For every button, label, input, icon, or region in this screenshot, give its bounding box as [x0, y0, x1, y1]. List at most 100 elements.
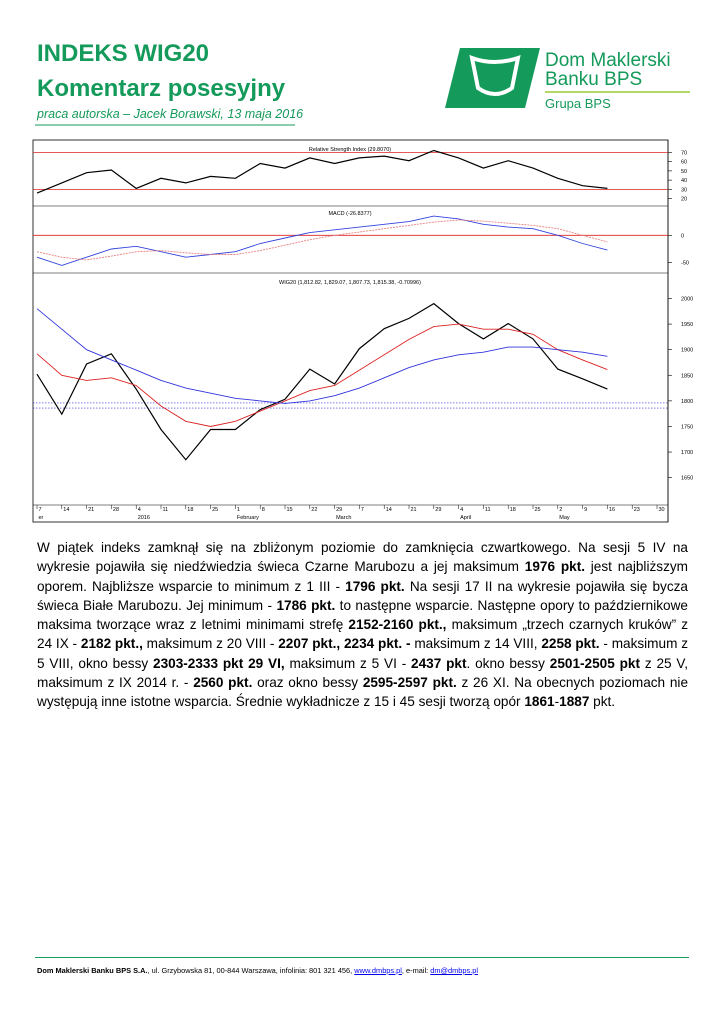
text-run: jest najbliższym oporem. Najbliższe wspa…: [37, 559, 688, 594]
month-label: April: [460, 515, 471, 521]
text-run: -: [554, 694, 560, 710]
y-tick-label: 50: [681, 169, 687, 175]
y-tick-label: 30: [681, 187, 687, 193]
x-tick-label: 14: [63, 507, 69, 513]
series-line: [36, 302, 608, 461]
text-run: 1786 pkt.: [276, 597, 336, 613]
panel-title: Relative Strength Index (29.8070): [309, 147, 391, 153]
x-tick-label: 11: [163, 507, 169, 513]
x-tick-label: 18: [187, 507, 193, 513]
series-line: [36, 215, 608, 266]
x-tick-label: 8: [262, 507, 265, 513]
text-run: . okno bessy: [466, 655, 550, 671]
footer-email[interactable]: dm@dmbps.pl: [430, 966, 479, 975]
text-run: to następne wsparcie. Następne opory to …: [37, 597, 688, 633]
month-label: May: [559, 515, 570, 521]
x-tick-label: 1: [237, 507, 240, 513]
footer-rule: [35, 957, 689, 958]
y-tick-label: 1650: [681, 476, 693, 482]
text-run: Na sesji 17 II na wykresie pojawiła się …: [37, 578, 688, 613]
text-run: oraz okno bessy: [252, 675, 363, 691]
author: praca autorska – Jacek Borawski, 13 maja…: [37, 107, 304, 121]
x-tick-label: 4: [460, 507, 463, 513]
logo-text: Grupa BPS: [545, 96, 611, 111]
x-tick-label: 16: [609, 507, 615, 513]
chart-frame: [32, 139, 669, 523]
x-tick-label: 29: [336, 507, 342, 513]
text-run: - maksimum z 5 VIII, okno bessy: [37, 636, 688, 671]
panel-title: MACD (-26.8377): [328, 211, 371, 217]
y-tick-label: 1900: [681, 348, 693, 354]
series-line: [36, 219, 608, 261]
footer-company: Dom Maklerski Banku BPS S.A.: [37, 966, 148, 975]
x-tick-label: 25: [212, 507, 218, 513]
title: INDEKS WIG20: [37, 40, 210, 67]
text-run: maksimum „trzech czarnych kruków” z 24 I…: [37, 617, 688, 652]
y-tick-label: -50: [681, 261, 689, 267]
text-run: W piątek indeks zamknął się na zbliżonym…: [37, 540, 688, 575]
x-tick-label: 9: [584, 507, 587, 513]
text-run: 2182 pkt.,: [80, 636, 143, 652]
text-run: 2595-2597 pkt.: [362, 675, 457, 691]
y-tick-label: 1750: [681, 424, 693, 430]
x-tick-label: 29: [435, 507, 441, 513]
text-run: 1976 pkt.: [524, 559, 585, 575]
y-tick-label: 2000: [681, 296, 693, 302]
text-run: maksimum z 5 VI -: [284, 655, 412, 671]
series-line: [36, 149, 608, 194]
x-tick-label: 11: [485, 507, 491, 513]
x-tick-label: 23: [634, 507, 640, 513]
x-tick-label: 30: [659, 507, 665, 513]
text-run: z 25 V, maksimum z IX 2014 r. -: [37, 655, 688, 691]
footer-email-label: , e-mail:: [401, 966, 431, 975]
month-label: February: [237, 515, 259, 521]
y-tick-label: 1700: [681, 450, 693, 456]
text-run: 1887: [559, 694, 590, 710]
x-tick-label: 7: [361, 507, 364, 513]
logo-text: Dom Maklerski: [545, 50, 671, 71]
footer-web[interactable]: www.dmbps.pl: [354, 966, 402, 975]
subtitle: Komentarz posesyjny: [37, 75, 286, 102]
y-tick-label: 0: [681, 233, 684, 239]
x-tick-label: 28: [113, 507, 119, 513]
text-run: 2560 pkt.: [193, 675, 253, 691]
y-tick-label: 60: [681, 160, 687, 166]
series-line: [36, 308, 608, 404]
x-tick-label: 18: [510, 507, 516, 513]
x-tick-label: 2: [559, 507, 562, 513]
text-run: 2258 pkt.: [541, 636, 600, 652]
logo-pocket: [469, 54, 521, 96]
text-run: pkt.: [589, 694, 616, 710]
text-run: 2501-2505 pkt: [549, 655, 640, 671]
y-tick-label: 1950: [681, 322, 693, 328]
y-tick-label: 40: [681, 178, 687, 184]
text-run: 2207 pkt., 2234 pkt. -: [278, 636, 411, 652]
text-run: 1796 pkt.: [345, 578, 405, 594]
footer: Dom Maklerski Banku BPS S.A., ul. Grzybo…: [37, 966, 478, 975]
month-label: 2016: [138, 515, 150, 521]
x-tick-label: 21: [88, 507, 94, 513]
text-run: maksimum z 20 VIII -: [142, 636, 279, 652]
x-tick-label: 4: [138, 507, 141, 513]
y-tick-label: 1800: [681, 399, 693, 405]
x-tick-label: 22: [311, 507, 317, 513]
x-tick-label: 21: [411, 507, 417, 513]
x-tick-label: 7: [39, 507, 42, 513]
text-run: z 26 XI. Na obecnych poziomach nie wystę…: [37, 675, 689, 710]
logo-text: Banku BPS: [545, 69, 642, 90]
logo-mark: [445, 48, 540, 108]
panel-title: WIG20 (1,812.82, 1,829.07, 1,807.73, 1,8…: [279, 280, 421, 286]
text-run: 2303-2333 pkt 29 VI,: [153, 655, 285, 671]
month-label: er: [39, 515, 44, 521]
body-text: W piątek indeks zamknął się na zbliżonym…: [37, 538, 688, 712]
series-line: [36, 323, 608, 427]
footer-address: , ul. Grzybowska 81, 00-844 Warszawa, in…: [147, 966, 355, 975]
y-tick-label: 70: [681, 150, 687, 156]
text-run: maksimum z 14 VIII,: [410, 636, 542, 652]
y-tick-label: 20: [681, 197, 687, 203]
x-tick-label: 25: [535, 507, 541, 513]
text-run: 2437 pkt: [411, 655, 467, 671]
text-run: 1861: [524, 694, 555, 710]
